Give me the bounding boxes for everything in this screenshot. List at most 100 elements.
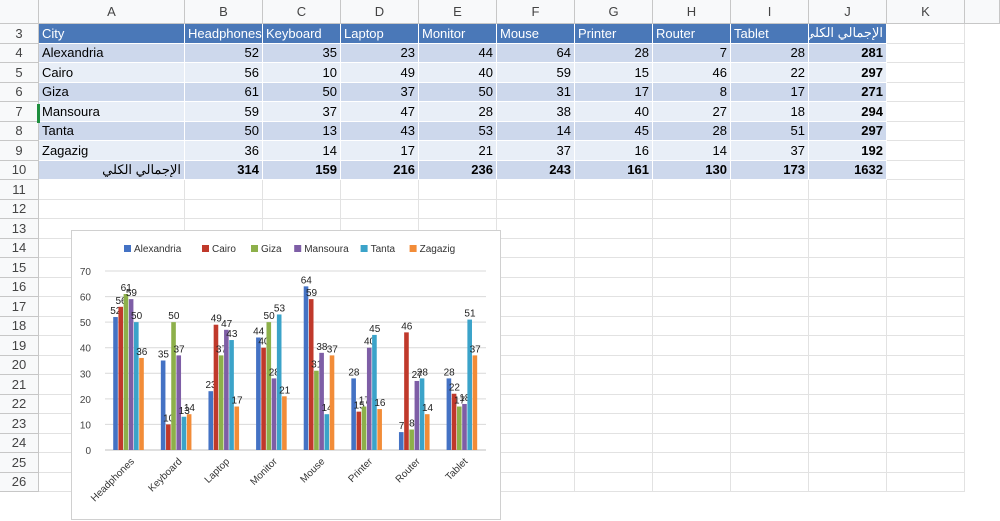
- cell[interactable]: [887, 277, 965, 297]
- cell[interactable]: [497, 336, 575, 356]
- cell[interactable]: [575, 375, 653, 395]
- row-header-13[interactable]: 13: [0, 219, 39, 239]
- row-header-18[interactable]: 18: [0, 316, 39, 336]
- table-cell[interactable]: 40: [419, 63, 497, 83]
- column-header-K[interactable]: K: [887, 0, 965, 24]
- cell[interactable]: [731, 336, 809, 356]
- table-header-cell[interactable]: Monitor: [419, 24, 497, 44]
- table-cell[interactable]: 47: [341, 102, 419, 122]
- column-header-I[interactable]: I: [731, 0, 809, 24]
- table-header-cell[interactable]: الإجمالي الكلي: [809, 24, 887, 44]
- bar-chart[interactable]: 0 10 20 30 40 50 60 70 Alexandria Cairo Giza Mansou…: [71, 230, 501, 520]
- cell[interactable]: [887, 63, 965, 83]
- table-cell[interactable]: 15: [575, 63, 653, 83]
- cell[interactable]: [575, 199, 653, 219]
- cell[interactable]: [39, 180, 185, 200]
- cell[interactable]: [575, 316, 653, 336]
- cell[interactable]: [263, 199, 341, 219]
- cell[interactable]: [653, 472, 731, 492]
- cell[interactable]: [497, 258, 575, 278]
- table-cell[interactable]: 37: [263, 102, 341, 122]
- cell[interactable]: [809, 336, 887, 356]
- cell[interactable]: [653, 297, 731, 317]
- table-cell[interactable]: 14: [263, 141, 341, 161]
- total-row-cell[interactable]: 173: [731, 160, 809, 180]
- row-header-5[interactable]: 5: [0, 63, 39, 83]
- table-cell[interactable]: 13: [263, 121, 341, 141]
- row-header-15[interactable]: 15: [0, 258, 39, 278]
- row-header-23[interactable]: 23: [0, 414, 39, 434]
- total-row-cell[interactable]: 314: [185, 160, 263, 180]
- cell[interactable]: [653, 199, 731, 219]
- row-header-6[interactable]: 6: [0, 82, 39, 102]
- cell[interactable]: [809, 258, 887, 278]
- cell[interactable]: [497, 453, 575, 473]
- cell[interactable]: [887, 258, 965, 278]
- table-header-cell[interactable]: Headphones: [185, 24, 263, 44]
- column-header-C[interactable]: C: [263, 0, 341, 24]
- table-header-cell[interactable]: City: [39, 24, 185, 44]
- cell[interactable]: [887, 180, 965, 200]
- cell[interactable]: [575, 180, 653, 200]
- cell[interactable]: [809, 180, 887, 200]
- cell[interactable]: [887, 82, 965, 102]
- table-cell[interactable]: 17: [731, 82, 809, 102]
- cell[interactable]: [653, 394, 731, 414]
- column-header-A[interactable]: A: [39, 0, 185, 24]
- table-cell[interactable]: 49: [341, 63, 419, 83]
- cell[interactable]: [809, 394, 887, 414]
- cell[interactable]: [809, 199, 887, 219]
- row-header-16[interactable]: 16: [0, 277, 39, 297]
- table-cell[interactable]: 53: [419, 121, 497, 141]
- cell[interactable]: [731, 472, 809, 492]
- cell[interactable]: [731, 277, 809, 297]
- cell[interactable]: [575, 472, 653, 492]
- table-header-cell[interactable]: Laptop: [341, 24, 419, 44]
- row-header-20[interactable]: 20: [0, 355, 39, 375]
- total-row-cell[interactable]: 1632: [809, 160, 887, 180]
- cell[interactable]: [887, 219, 965, 239]
- table-cell[interactable]: 297: [809, 121, 887, 141]
- cell[interactable]: [497, 199, 575, 219]
- cell[interactable]: [575, 453, 653, 473]
- table-cell[interactable]: 38: [497, 102, 575, 122]
- cell[interactable]: [809, 238, 887, 258]
- cell[interactable]: [731, 258, 809, 278]
- row-header-12[interactable]: 12: [0, 199, 39, 219]
- cell[interactable]: [575, 336, 653, 356]
- cell[interactable]: [809, 277, 887, 297]
- cell[interactable]: [809, 375, 887, 395]
- cell[interactable]: [575, 394, 653, 414]
- cell[interactable]: [653, 316, 731, 336]
- table-header-cell[interactable]: Keyboard: [263, 24, 341, 44]
- cell[interactable]: [653, 180, 731, 200]
- row-header-14[interactable]: 14: [0, 238, 39, 258]
- cell[interactable]: [731, 414, 809, 434]
- cell[interactable]: [497, 277, 575, 297]
- table-cell[interactable]: 50: [185, 121, 263, 141]
- table-cell[interactable]: 46: [653, 63, 731, 83]
- cell[interactable]: [497, 414, 575, 434]
- table-cell[interactable]: 52: [185, 43, 263, 63]
- cell[interactable]: [575, 433, 653, 453]
- cell[interactable]: [887, 336, 965, 356]
- column-header-G[interactable]: G: [575, 0, 653, 24]
- table-cell[interactable]: 56: [185, 63, 263, 83]
- row-header-9[interactable]: 9: [0, 141, 39, 161]
- cell[interactable]: [731, 180, 809, 200]
- cell[interactable]: [887, 199, 965, 219]
- row-header-19[interactable]: 19: [0, 336, 39, 356]
- cell[interactable]: [263, 180, 341, 200]
- cell[interactable]: [341, 199, 419, 219]
- total-row-cell[interactable]: 161: [575, 160, 653, 180]
- table-cell[interactable]: 28: [731, 43, 809, 63]
- cell[interactable]: [497, 316, 575, 336]
- cell[interactable]: [887, 355, 965, 375]
- cell[interactable]: [809, 355, 887, 375]
- cell[interactable]: [341, 180, 419, 200]
- cell[interactable]: [809, 472, 887, 492]
- table-cell[interactable]: 17: [341, 141, 419, 161]
- row-header-7[interactable]: 7: [0, 102, 39, 122]
- cell[interactable]: [185, 180, 263, 200]
- cell[interactable]: [653, 414, 731, 434]
